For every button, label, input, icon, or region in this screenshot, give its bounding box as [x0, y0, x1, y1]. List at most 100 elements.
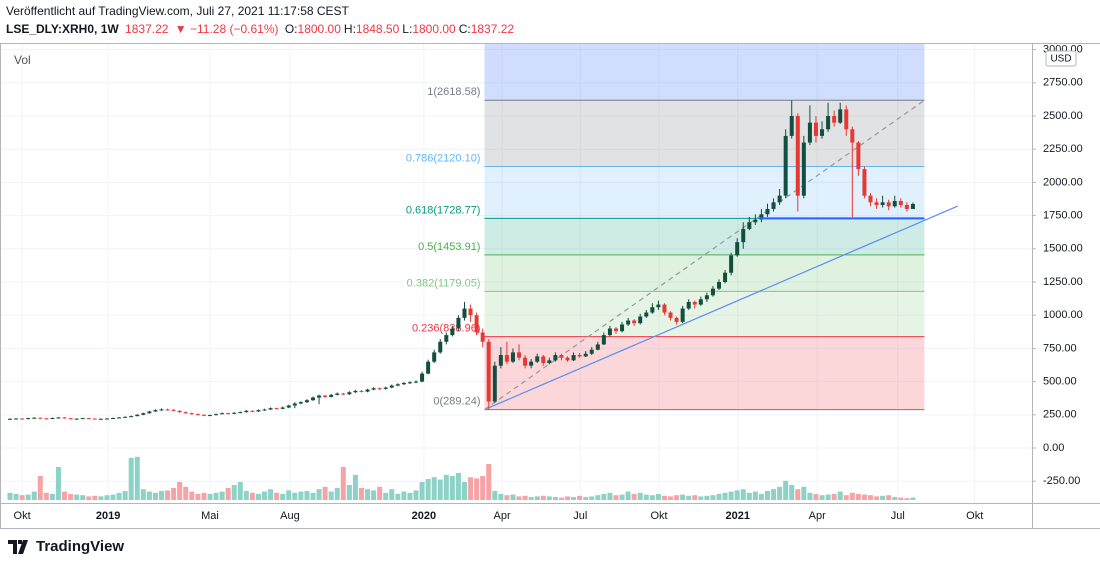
volume-bar: [540, 495, 546, 500]
ohlc-label: C:: [458, 22, 471, 36]
candle-body: [838, 109, 843, 123]
volume-bar: [752, 491, 758, 500]
volume-bar: [880, 495, 886, 500]
volume-bar: [407, 492, 413, 500]
candle-body: [129, 416, 134, 418]
volume-bar: [146, 491, 152, 500]
candle-body: [32, 417, 37, 419]
fib-zone: [484, 291, 925, 337]
candle-body: [50, 418, 55, 419]
volume-bar: [425, 479, 431, 500]
volume-bar: [861, 494, 867, 500]
candle-body: [420, 373, 425, 382]
price-change: ▼ −11.28 (−0.61%): [174, 22, 279, 36]
candle-body: [729, 255, 734, 273]
candle-body: [104, 418, 109, 420]
fib-level-label: 1(2618.58): [427, 86, 480, 98]
y-tick-label: 2250.00: [1043, 143, 1083, 155]
volume-bar: [649, 495, 655, 500]
candle-body: [304, 400, 309, 403]
x-tick-label: Aug: [280, 510, 300, 522]
candle-body: [56, 417, 61, 419]
candle-body: [438, 341, 443, 353]
volume-bar: [455, 473, 461, 500]
candle-body: [274, 408, 279, 410]
candle-body: [244, 410, 249, 413]
volume-bar: [468, 477, 474, 500]
volume-bar: [910, 497, 916, 500]
candle-body: [626, 320, 631, 325]
volume-bar: [110, 494, 116, 500]
volume-bar: [692, 495, 698, 500]
candle-body: [432, 352, 437, 362]
volume-bar: [631, 494, 637, 500]
candle-body: [783, 135, 788, 196]
symbol: LSE_DLY:XRH0, 1W: [6, 22, 119, 36]
candle-body: [341, 393, 346, 395]
candle-body: [607, 328, 612, 336]
volume-bar: [577, 495, 583, 500]
logo-text: TradingView: [36, 538, 125, 555]
volume-bar: [316, 489, 322, 500]
volume-bar: [771, 489, 777, 500]
candle-body: [686, 301, 691, 309]
candle-body: [98, 418, 103, 420]
candle-body: [777, 195, 782, 203]
volume-bar: [328, 491, 334, 500]
candle-body: [753, 219, 758, 223]
volume-bar: [716, 494, 722, 500]
candle-body: [74, 418, 79, 420]
volume-bar: [13, 494, 19, 500]
volume-bar: [201, 492, 207, 500]
y-tick-label: -250.00: [1043, 475, 1080, 487]
volume-bar: [237, 482, 243, 500]
volume-bar: [49, 494, 55, 500]
candle-body: [468, 308, 473, 316]
x-tick-label: Okt: [966, 510, 983, 522]
candle-body: [195, 414, 200, 416]
volume-bar: [801, 486, 807, 500]
volume-bar: [165, 490, 171, 500]
volume-bar: [80, 495, 86, 500]
volume-bar: [437, 479, 443, 500]
volume-bar: [625, 491, 631, 500]
volume-bar: [262, 491, 268, 500]
y-tick-label: 250.00: [1043, 409, 1077, 421]
candle-body: [298, 402, 303, 404]
candle-body: [462, 308, 467, 318]
volume-bar: [55, 467, 61, 500]
fib-level-label: 0.236(838.96): [412, 322, 481, 334]
candle-body: [832, 115, 837, 123]
ohlc-label: L:: [402, 22, 413, 36]
currency-box: [1045, 50, 1077, 67]
volume-bar: [758, 494, 764, 500]
fib-zone: [484, 166, 925, 219]
volume-bar: [552, 497, 558, 500]
x-tick-label: Apr: [809, 510, 826, 522]
volume-label: Vol: [14, 53, 31, 67]
x-tick-label: 2021: [726, 510, 750, 522]
candle-body: [117, 417, 122, 419]
candle-body: [389, 385, 394, 388]
candle-body: [638, 316, 643, 324]
candle-body: [680, 308, 685, 322]
fib-level-label: 0.786(2120.10): [406, 152, 481, 164]
volume-bar: [613, 495, 619, 500]
volume-bar: [255, 494, 261, 500]
candle-body: [44, 418, 49, 420]
candle-body: [850, 129, 855, 143]
candle-body: [620, 324, 625, 332]
volume-bar: [819, 495, 825, 500]
volume-bar: [461, 482, 467, 500]
fib-zone: [484, 218, 925, 255]
candle-body: [20, 418, 25, 420]
volume-bar: [498, 494, 504, 500]
candle-body: [262, 409, 267, 411]
candle-body: [159, 409, 164, 411]
volume-bar: [637, 492, 643, 500]
fib-zone: [484, 254, 925, 292]
volume-bar: [795, 489, 801, 500]
candle-body: [111, 418, 116, 419]
candle-body: [407, 382, 412, 384]
volume-bar: [292, 492, 298, 500]
